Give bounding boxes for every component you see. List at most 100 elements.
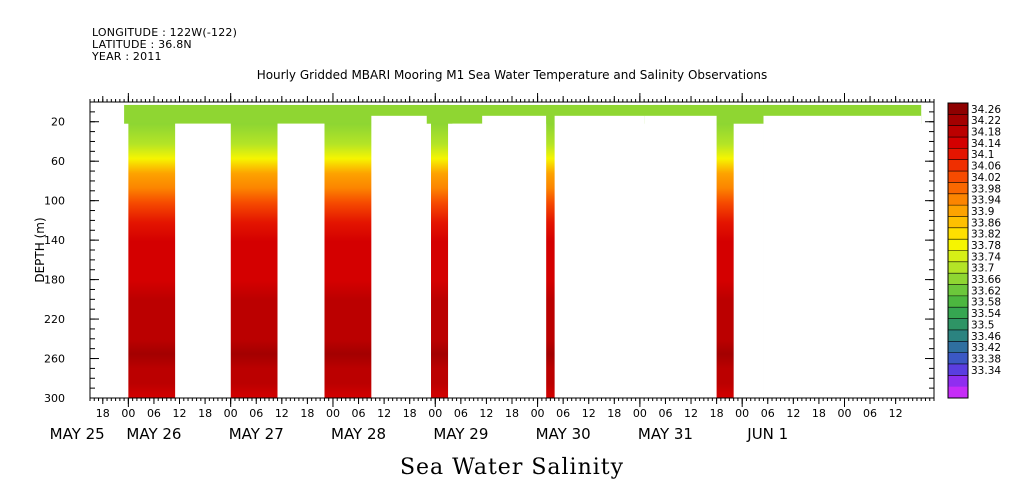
missing-data-gap (554, 115, 645, 398)
missing-data-gap (277, 123, 325, 398)
colorbar-swatch (948, 363, 968, 376)
colorbar-swatch (948, 103, 968, 115)
colorbar-level-label: 33.5 (971, 319, 994, 331)
colorbar-swatch (948, 261, 968, 274)
year-label: YEAR : 2011 (92, 50, 162, 63)
colorbar-level-label: 34.22 (971, 115, 1001, 127)
colorbar-swatch (948, 239, 968, 251)
colorbar-swatch (948, 182, 968, 195)
colorbar-swatch (948, 341, 968, 354)
x-tick-label: 12 (173, 407, 187, 420)
colorbar-level-label: 33.46 (971, 331, 1001, 343)
colorbar-level-label: 33.78 (971, 240, 1001, 252)
x-date-label: MAY 31 (638, 425, 693, 443)
y-tick-label: 300 (44, 392, 65, 405)
colorbar-swatch (948, 295, 968, 308)
x-tick-label: 06 (352, 407, 366, 420)
x-tick-label: 12 (377, 407, 391, 420)
y-tick-label: 180 (44, 274, 65, 287)
colorbar-level-label: 33.66 (971, 274, 1001, 286)
x-tick-label: 18 (812, 407, 826, 420)
colorbar-level-label: 33.58 (971, 297, 1001, 309)
plot-area (90, 102, 934, 398)
colorbar-swatch (948, 137, 968, 149)
x-tick-label: 06 (556, 407, 570, 420)
colorbar-level-label: 33.82 (971, 229, 1001, 241)
x-tick-label: 06 (249, 407, 263, 420)
y-axis-label: DEPTH (m) (33, 217, 47, 282)
colorbar-swatch (948, 284, 968, 297)
missing-data-gap (90, 102, 125, 398)
x-tick-label: 18 (403, 407, 417, 420)
x-date-label: MAY 30 (536, 425, 591, 443)
colorbar-level-label: 33.34 (971, 365, 1001, 377)
salinity-data-block (324, 104, 376, 398)
colorbar-swatch (948, 148, 968, 161)
variable-title: Sea Water Salinity (399, 455, 625, 480)
colorbar-swatch (948, 125, 968, 138)
y-tick-label: 140 (44, 234, 65, 247)
x-tick-label: 06 (761, 407, 775, 420)
colorbar-swatch (948, 159, 968, 172)
x-tick-label: 12 (684, 407, 698, 420)
x-tick-label: 12 (582, 407, 596, 420)
colorbar-swatch (948, 375, 968, 388)
x-tick-label: 12 (479, 407, 493, 420)
x-date-label: MAY 26 (126, 425, 181, 443)
missing-data-gap (644, 115, 717, 398)
x-tick-label: 12 (889, 407, 903, 420)
x-tick-label: 18 (198, 407, 212, 420)
missing-data-gap (763, 115, 922, 398)
colorbar-level-label: 34.14 (971, 138, 1001, 150)
x-tick-label: 06 (454, 407, 468, 420)
x-tick-label: 12 (275, 407, 289, 420)
x-date-label: MAY 25 (50, 425, 105, 443)
colorbar-level-label: 33.86 (971, 217, 1001, 229)
y-tick-label: 20 (51, 116, 65, 129)
colorbar-swatch (948, 386, 968, 399)
x-tick-label: 00 (121, 407, 135, 420)
x-tick-label: 00 (735, 407, 749, 420)
x-tick-label: 00 (633, 407, 647, 420)
colorbar-level-label: 34.02 (971, 172, 1001, 184)
y-tick-label: 220 (44, 313, 65, 326)
colorbar-swatch (948, 329, 968, 342)
colorbar-swatch (948, 193, 968, 206)
x-date-label: JUN 1 (746, 425, 788, 443)
missing-data-gap (452, 123, 483, 398)
colorbar-level-label: 33.54 (971, 308, 1001, 320)
missing-data-gap (175, 123, 231, 398)
salinity-data-block (128, 104, 176, 398)
x-date-label: MAY 29 (433, 425, 488, 443)
colorbar-swatch (948, 227, 968, 240)
x-tick-label: 18 (505, 407, 519, 420)
x-tick-label: 00 (837, 407, 851, 420)
x-tick-label: 00 (531, 407, 545, 420)
y-tick-label: 100 (44, 195, 65, 208)
x-tick-label: 18 (300, 407, 314, 420)
colorbar-level-label: 33.62 (971, 285, 1001, 297)
colorbar-level-label: 33.42 (971, 342, 1001, 354)
latitude-label: LATITUDE : 36.8N (92, 38, 192, 51)
y-tick-label: 60 (51, 155, 65, 168)
x-tick-label: 00 (224, 407, 238, 420)
salinity-data-block (431, 104, 449, 398)
colorbar-swatch (948, 216, 968, 229)
colorbar-swatch (948, 171, 968, 183)
axes: 18 00 06 12 18 00 06 12 18 00 06 12 18 00 06 12 18 00 06 12… (44, 93, 935, 443)
y-tick-label: 260 (44, 353, 65, 366)
x-date-label: MAY 28 (331, 425, 386, 443)
x-tick-label: 06 (147, 407, 161, 420)
salinity-data-block (230, 104, 278, 398)
colorbar-swatch (948, 114, 968, 127)
colorbar-level-label: 34.18 (971, 127, 1001, 139)
chart-title: Hourly Gridded MBARI Mooring M1 Sea Wate… (256, 68, 768, 82)
colorbar-level-label: 33.9 (971, 206, 994, 218)
x-tick-label: 06 (863, 407, 877, 420)
colorbar-level-label: 33.7 (971, 263, 994, 275)
colorbar-level-label: 33.94 (971, 195, 1001, 207)
colorbar-swatch (948, 307, 968, 320)
salinity-data-block (712, 104, 734, 398)
missing-data-gap (371, 115, 427, 398)
